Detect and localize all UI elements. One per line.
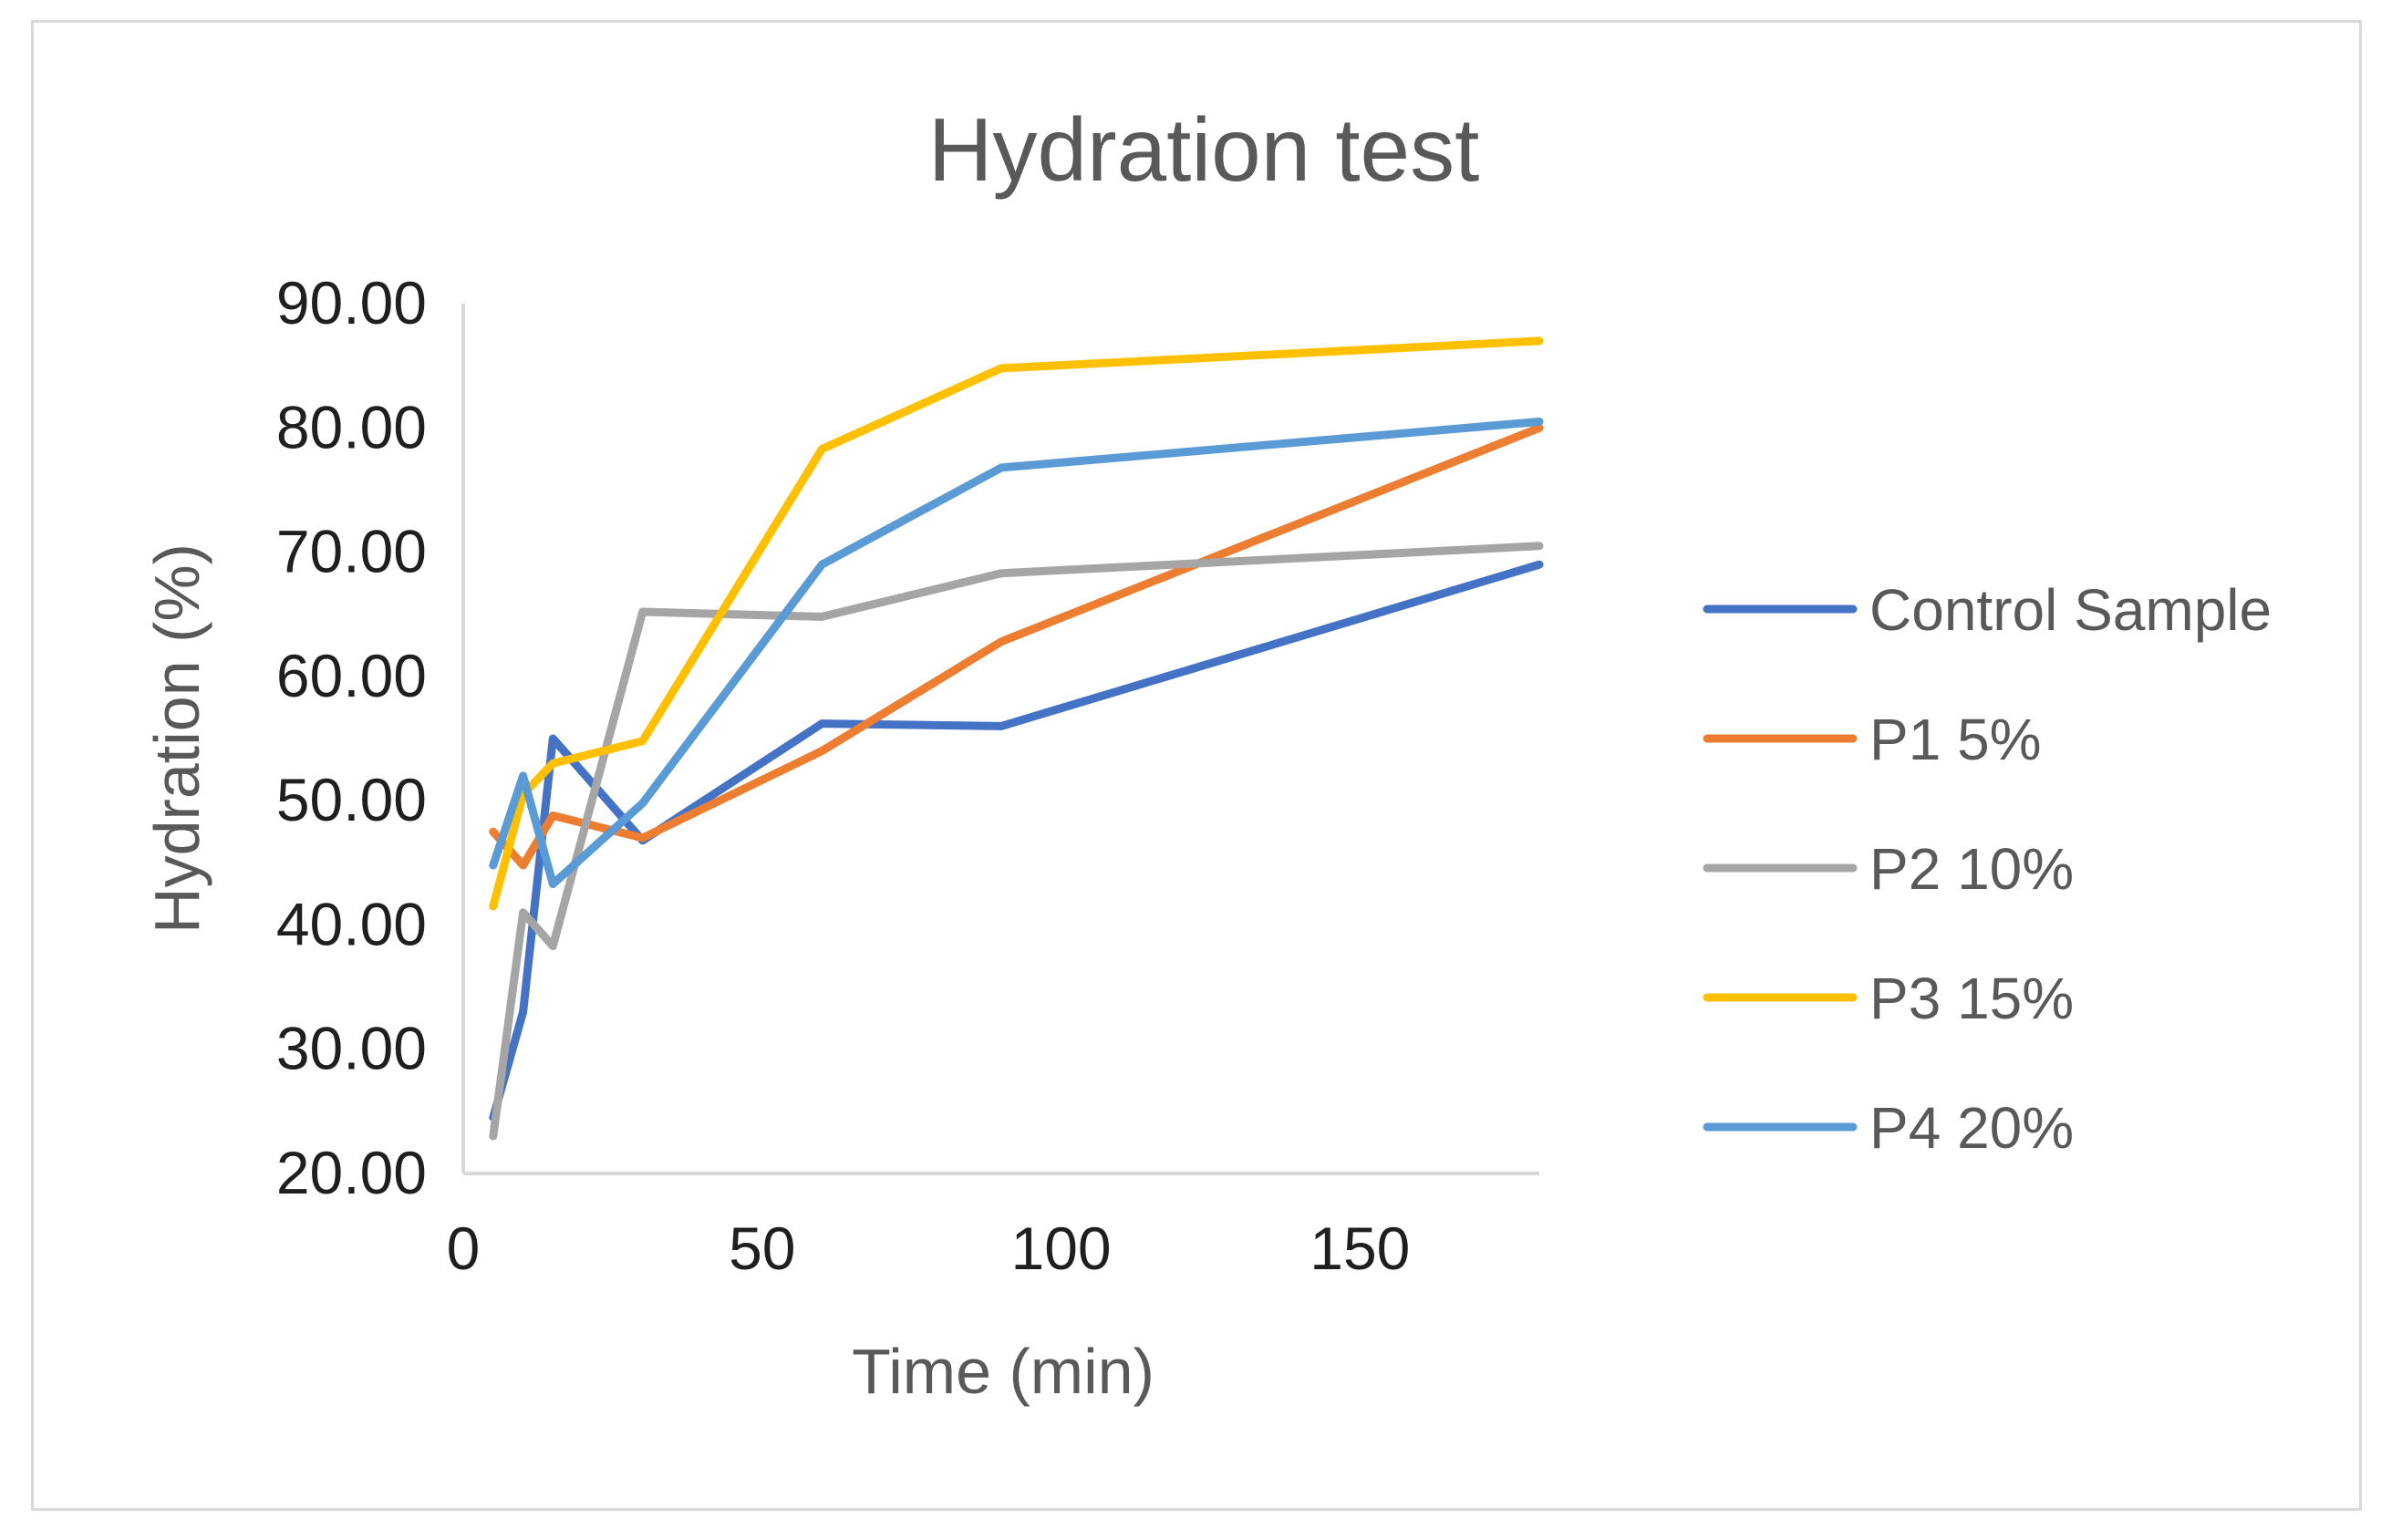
legend-label: P2 10%	[1869, 836, 2074, 902]
series-line-2	[489, 423, 1544, 870]
x-axis-tick-labels: 0 50 100 150	[447, 1214, 1411, 1282]
legend-label: P4 20%	[1869, 1095, 2074, 1161]
series-line-5	[489, 418, 1544, 888]
legend-label: P1 5%	[1869, 707, 2042, 772]
y-axis-title: Hydration (%)	[141, 543, 212, 934]
y-tick-label: 20.00	[276, 1139, 427, 1206]
series-line-4	[489, 336, 1544, 911]
y-axis-tick-labels: 20.00 30.00 40.00 50.00 60.00 70.00 80.00 90.00	[276, 269, 427, 1206]
y-tick-label: 40.00	[276, 890, 427, 957]
chart-frame	[31, 20, 2362, 1511]
y-tick-label: 50.00	[276, 766, 427, 833]
y-tick-label: 90.00	[276, 269, 427, 336]
y-tick-label: 30.00	[276, 1015, 427, 1082]
x-tick-label: 50	[729, 1214, 795, 1282]
y-tick-label: 60.00	[276, 642, 427, 709]
y-tick-label: 70.00	[276, 518, 427, 585]
x-tick-label: 150	[1310, 1214, 1410, 1282]
series-line-1	[489, 560, 1544, 1122]
series-line-3	[489, 542, 1544, 1141]
x-tick-label: 0	[447, 1214, 481, 1282]
chart-title: Hydration test	[928, 99, 1480, 200]
x-tick-label: 100	[1010, 1214, 1111, 1282]
x-axis-title: Time (min)	[852, 1336, 1154, 1407]
legend-label: Control Sample	[1869, 577, 2272, 643]
y-tick-label: 80.00	[276, 393, 427, 460]
series-lines	[489, 336, 1544, 1141]
legend-label: P3 15%	[1869, 966, 2074, 1031]
legend: Control Sample P1 5% P2 10% P3 15% P4 20%	[1703, 577, 2272, 1161]
